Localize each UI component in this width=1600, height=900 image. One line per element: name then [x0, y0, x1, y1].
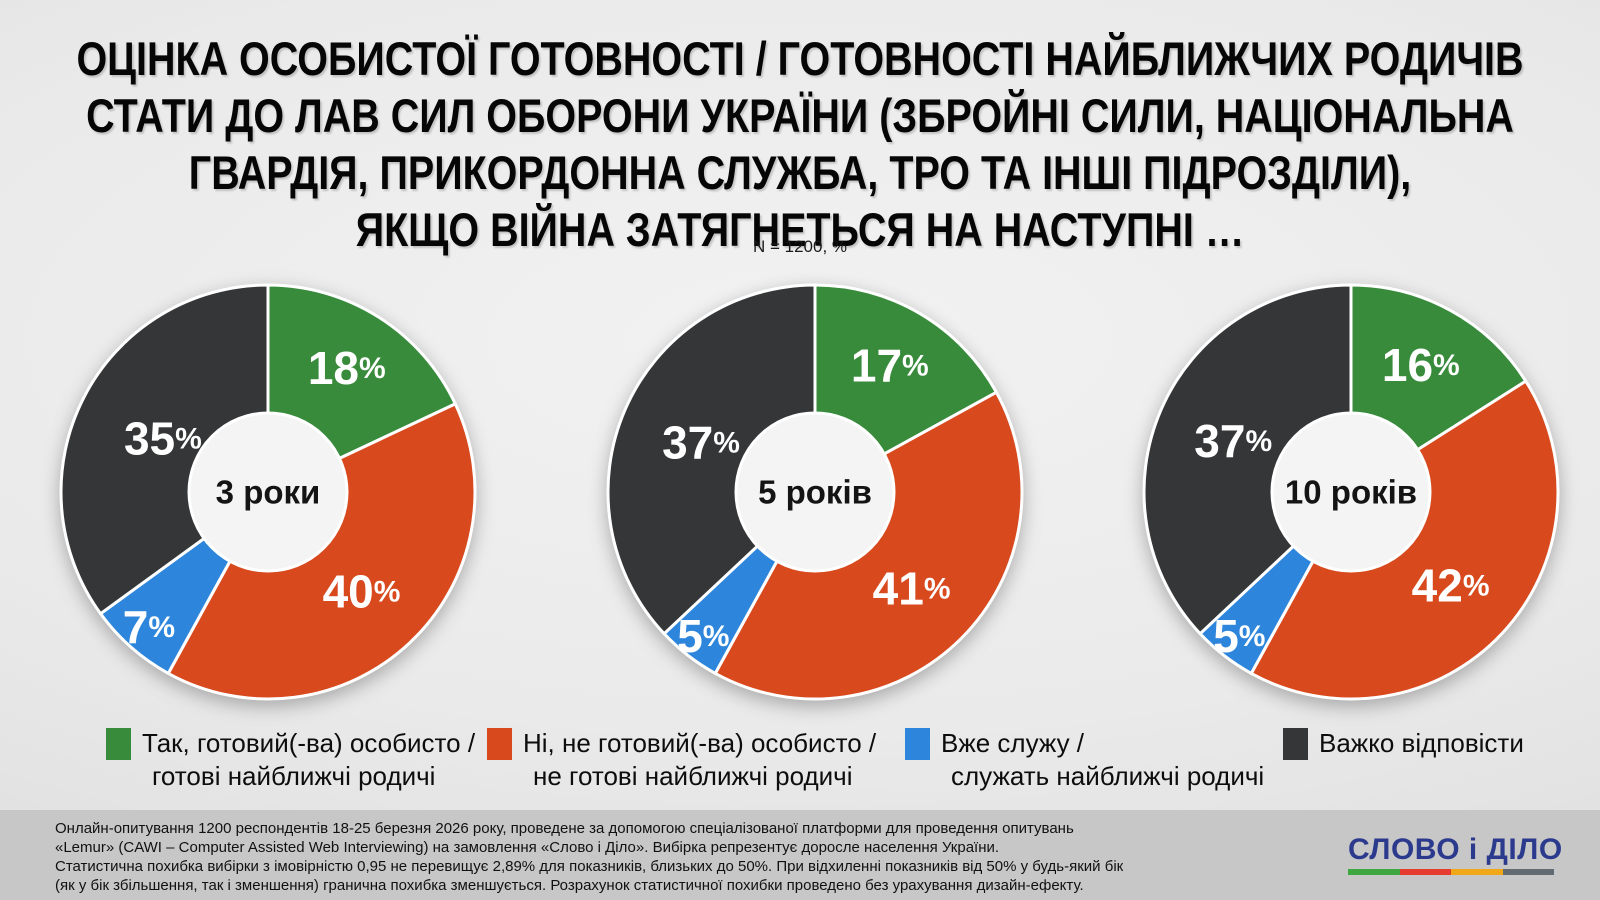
slice-value-label: 37% — [662, 417, 740, 469]
methodology-line: «Lemur» (CAWI – Computer Assisted Web In… — [55, 839, 1000, 856]
legend-item-ready: Так, готовий(-ва) особисто / готові найб… — [106, 727, 475, 793]
legend-label-line: готові найближчі родичі — [152, 761, 436, 791]
legend-label-line: Так, готовий(-ва) особисто / — [142, 728, 476, 758]
slice-value-label: 40% — [323, 566, 401, 618]
pie-slice — [606, 283, 817, 636]
legend-swatch-dark — [1283, 728, 1308, 760]
donut-chart-10-years: 16% 42% 5% 37% 10 років — [1116, 257, 1586, 727]
page-title-line: ОЦІНКА ОСОБИСТОЇ ГОТОВНОСТІ / ГОТОВНОСТІ… — [76, 32, 1524, 85]
legend-label-line: не готові найближчі родичі — [533, 761, 853, 791]
donut-chart-svg: 17% 41% 5% 37% 5 років — [606, 283, 1024, 701]
methodology-line: (як у бік збільшення, так і зменшення) г… — [55, 877, 1084, 894]
donut-hole — [187, 411, 349, 573]
slice-value-label: 16% — [1382, 339, 1460, 391]
pie-slice — [59, 283, 270, 616]
slice-value-label: 42% — [1412, 560, 1490, 612]
page-title-line: ГВАРДІЯ, ПРИКОРДОННА СЛУЖБА, ТРО ТА ІНШІ… — [188, 146, 1412, 199]
logo-underline-segment — [1451, 869, 1503, 875]
footer: Онлайн-опитування 1200 респондентів 18-2… — [0, 810, 1600, 900]
slice-value-label: 41% — [873, 563, 951, 615]
page-title: ОЦІНКА ОСОБИСТОЇ ГОТОВНОСТІ / ГОТОВНОСТІ… — [10, 30, 1589, 258]
slice-value-label: 17% — [851, 339, 929, 391]
legend-label-line: Вже служу / — [941, 728, 1085, 758]
slice-value-label: 37% — [1194, 415, 1272, 467]
donut-chart-svg: 18% 40% 7% 35% 3 роки — [59, 283, 477, 701]
logo-underline — [1348, 869, 1554, 875]
legend-label-line: Ні, не готовий(-ва) особисто / — [523, 728, 877, 758]
legend-item-hard-to-answer: Важко відповісти — [1283, 727, 1524, 760]
charts-row: 18% 40% 7% 35% 3 роки 17% 41% 5% 37% 5 років 16%… — [33, 257, 1586, 727]
logo-underline-segment — [1348, 869, 1400, 875]
legend-label: Так, готовий(-ва) особисто / готові найб… — [142, 727, 475, 793]
slice-value-label: 7% — [123, 601, 175, 653]
legend-label: Ні, не готовий(-ва) особисто / не готові… — [523, 727, 876, 793]
donut-chart-svg: 16% 42% 5% 37% 10 років — [1142, 283, 1560, 701]
page-title-line: СТАТИ ДО ЛАВ СИЛ ОБОРОНИ УКРАЇНИ (ЗБРОЙН… — [86, 89, 1514, 142]
donut-center-title: 5 років — [758, 474, 872, 511]
methodology-note: Онлайн-опитування 1200 респондентів 18-2… — [55, 819, 1123, 895]
legend-label: Вже служу / служать найближчі родичі — [941, 727, 1264, 793]
donut-center-title: 3 роки — [216, 474, 321, 511]
donut-hole — [1270, 411, 1432, 573]
methodology-line: Статистична похибка вибірки з імовірніст… — [55, 858, 1124, 875]
legend-label: Важко відповісти — [1319, 727, 1524, 760]
slice-value-label: 5% — [1213, 610, 1265, 662]
logo-underline-segment — [1502, 869, 1554, 875]
donut-hole — [734, 411, 896, 573]
legend-label-line: служать найближчі родичі — [951, 761, 1265, 791]
donut-chart-3-years: 18% 40% 7% 35% 3 роки — [33, 257, 503, 727]
sample-size-label: N = 1200, % — [752, 237, 848, 256]
slovo-i-dilo-logo: СЛОВО і ДІЛО — [1348, 833, 1563, 875]
legend-swatch-blue — [905, 728, 930, 760]
logo-text: СЛОВО і ДІЛО — [1348, 833, 1563, 866]
legend-swatch-green — [106, 728, 131, 760]
legend-item-already-serving: Вже служу / служать найближчі родичі — [905, 727, 1264, 793]
slice-value-label: 35% — [124, 412, 202, 464]
slice-value-label: 18% — [308, 342, 386, 394]
legend-item-not-ready: Ні, не готовий(-ва) особисто / не готові… — [487, 727, 876, 793]
legend-label-line: Важко відповісти — [1319, 728, 1524, 758]
pie-slice — [1142, 283, 1353, 636]
donut-chart-5-years: 17% 41% 5% 37% 5 років — [580, 257, 1050, 727]
donut-center-title: 10 років — [1285, 474, 1417, 511]
methodology-line: Онлайн-опитування 1200 респондентів 18-2… — [55, 820, 1074, 837]
legend-swatch-orange — [487, 728, 512, 760]
slice-value-label: 5% — [677, 610, 729, 662]
logo-underline-segment — [1399, 869, 1451, 875]
page-title-line: ЯКЩО ВІЙНА ЗАТЯГНЕТЬСЯ НА НАСТУПНІ … — [355, 203, 1245, 256]
